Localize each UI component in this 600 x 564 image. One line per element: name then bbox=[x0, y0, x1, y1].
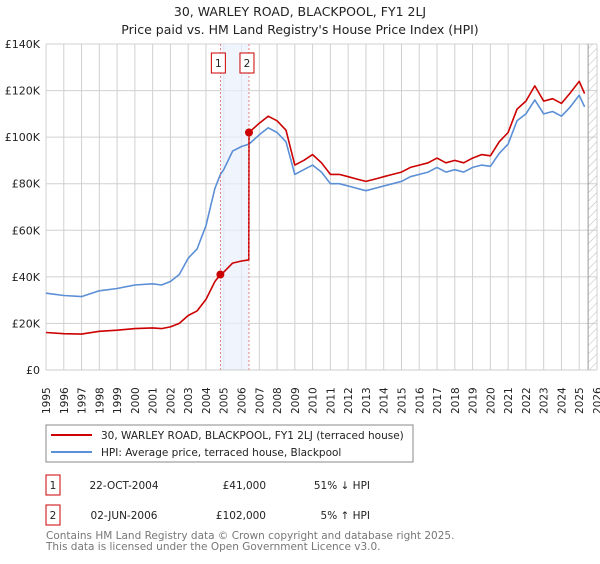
y-tick-label: £20K bbox=[12, 317, 41, 330]
x-tick-label: 2010 bbox=[308, 387, 320, 414]
y-tick-label: £0 bbox=[26, 364, 40, 377]
x-tick-label: 2018 bbox=[450, 387, 462, 414]
x-tick-label: 2022 bbox=[521, 387, 533, 414]
x-tick-label: 2024 bbox=[556, 387, 568, 414]
x-tick-label: 2005 bbox=[219, 387, 231, 414]
x-tick-label: 2004 bbox=[201, 387, 213, 414]
legend-label-hpi: HPI: Average price, terraced house, Blac… bbox=[101, 447, 341, 459]
footer-licence: This data is licensed under the Open Gov… bbox=[45, 541, 381, 553]
property-price-line bbox=[45, 80, 586, 335]
x-tick-label: 2019 bbox=[468, 387, 480, 414]
x-tick-label: 2003 bbox=[183, 387, 195, 414]
x-tick-label: 1995 bbox=[41, 387, 53, 414]
hpi-line bbox=[45, 94, 586, 298]
x-tick-label: 1999 bbox=[112, 387, 124, 414]
sale-date: 02-JUN-2006 bbox=[91, 510, 158, 522]
x-tick-label: 2009 bbox=[290, 387, 302, 414]
y-tick-label: £40K bbox=[12, 271, 41, 284]
sale-point bbox=[216, 270, 225, 279]
sale-period-band bbox=[220, 44, 249, 370]
sale-marker-box bbox=[210, 52, 226, 74]
sale-hpi-diff: 5% ↑ HPI bbox=[321, 510, 370, 522]
grid bbox=[45, 43, 598, 371]
x-tick-label: 2006 bbox=[237, 387, 249, 414]
legend: 30, WARLEY ROAD, BLACKPOOL, FY1 2LJ (ter… bbox=[45, 424, 414, 463]
x-tick-label: 2017 bbox=[432, 387, 444, 414]
highlight-band bbox=[220, 44, 249, 370]
x-tick-label: 2025 bbox=[574, 387, 586, 414]
x-tick-label: 2023 bbox=[539, 387, 551, 414]
sale-marker-label: 2 bbox=[244, 58, 251, 70]
x-tick-label: 2001 bbox=[148, 387, 160, 414]
sale-marker: 2 bbox=[50, 510, 57, 522]
chart-title: 30, WARLEY ROAD, BLACKPOOL, FY1 2LJ bbox=[174, 4, 426, 19]
x-tick-label: 2015 bbox=[396, 387, 408, 414]
x-tick-label: 2012 bbox=[343, 387, 355, 414]
x-tick-label: 2002 bbox=[165, 387, 177, 414]
y-tick-label: £140K bbox=[5, 38, 41, 51]
x-tick-label: 2008 bbox=[272, 387, 284, 414]
forecast-hatch bbox=[588, 44, 597, 370]
x-tick-label: 1997 bbox=[77, 387, 89, 414]
sale-marker-box bbox=[239, 52, 255, 74]
sale-marker: 1 bbox=[50, 480, 57, 492]
sale-date: 22-OCT-2004 bbox=[90, 480, 159, 492]
x-tick-label: 2016 bbox=[414, 387, 426, 414]
footer-copyright: Contains HM Land Registry data © Crown c… bbox=[46, 530, 454, 542]
sale-row-2: 2 02-JUN-2006 £102,000 5% ↑ HPI bbox=[45, 504, 370, 526]
axes: 1995 1996 1997 1998 1999 2000 2001 2002 2003 2004… bbox=[5, 38, 600, 414]
x-tick-label: 2026 bbox=[592, 387, 600, 414]
x-tick-label: 1996 bbox=[59, 387, 71, 414]
y-tick-label: £80K bbox=[12, 178, 41, 191]
sale-hpi-diff: 51% ↓ HPI bbox=[314, 480, 370, 492]
y-tick-label: £60K bbox=[12, 224, 41, 237]
sale-marker-label: 1 bbox=[215, 58, 222, 70]
x-tick-label: 2007 bbox=[254, 387, 266, 414]
chart-subtitle: Price paid vs. HM Land Registry's House … bbox=[121, 22, 478, 37]
x-tick-label: 2021 bbox=[503, 387, 515, 414]
sales-table: 1 22-OCT-2004 £41,000 51% ↓ HPI 2 02-JUN… bbox=[45, 474, 370, 526]
y-tick-label: £100K bbox=[5, 131, 41, 144]
y-tick-label: £120K bbox=[5, 85, 41, 98]
sale-row-1: 1 22-OCT-2004 £41,000 51% ↓ HPI bbox=[45, 474, 370, 496]
sale-price: £102,000 bbox=[216, 510, 266, 522]
legend-label-property: 30, WARLEY ROAD, BLACKPOOL, FY1 2LJ (ter… bbox=[101, 430, 404, 442]
x-tick-label: 1998 bbox=[94, 387, 106, 414]
x-tick-label: 2013 bbox=[361, 387, 373, 414]
x-tick-label: 2014 bbox=[379, 387, 391, 414]
x-tick-label: 2011 bbox=[325, 387, 337, 414]
sale-point bbox=[244, 128, 253, 137]
sale-price: £41,000 bbox=[223, 480, 266, 492]
x-tick-label: 2000 bbox=[130, 387, 142, 414]
x-tick-label: 2020 bbox=[485, 387, 497, 414]
